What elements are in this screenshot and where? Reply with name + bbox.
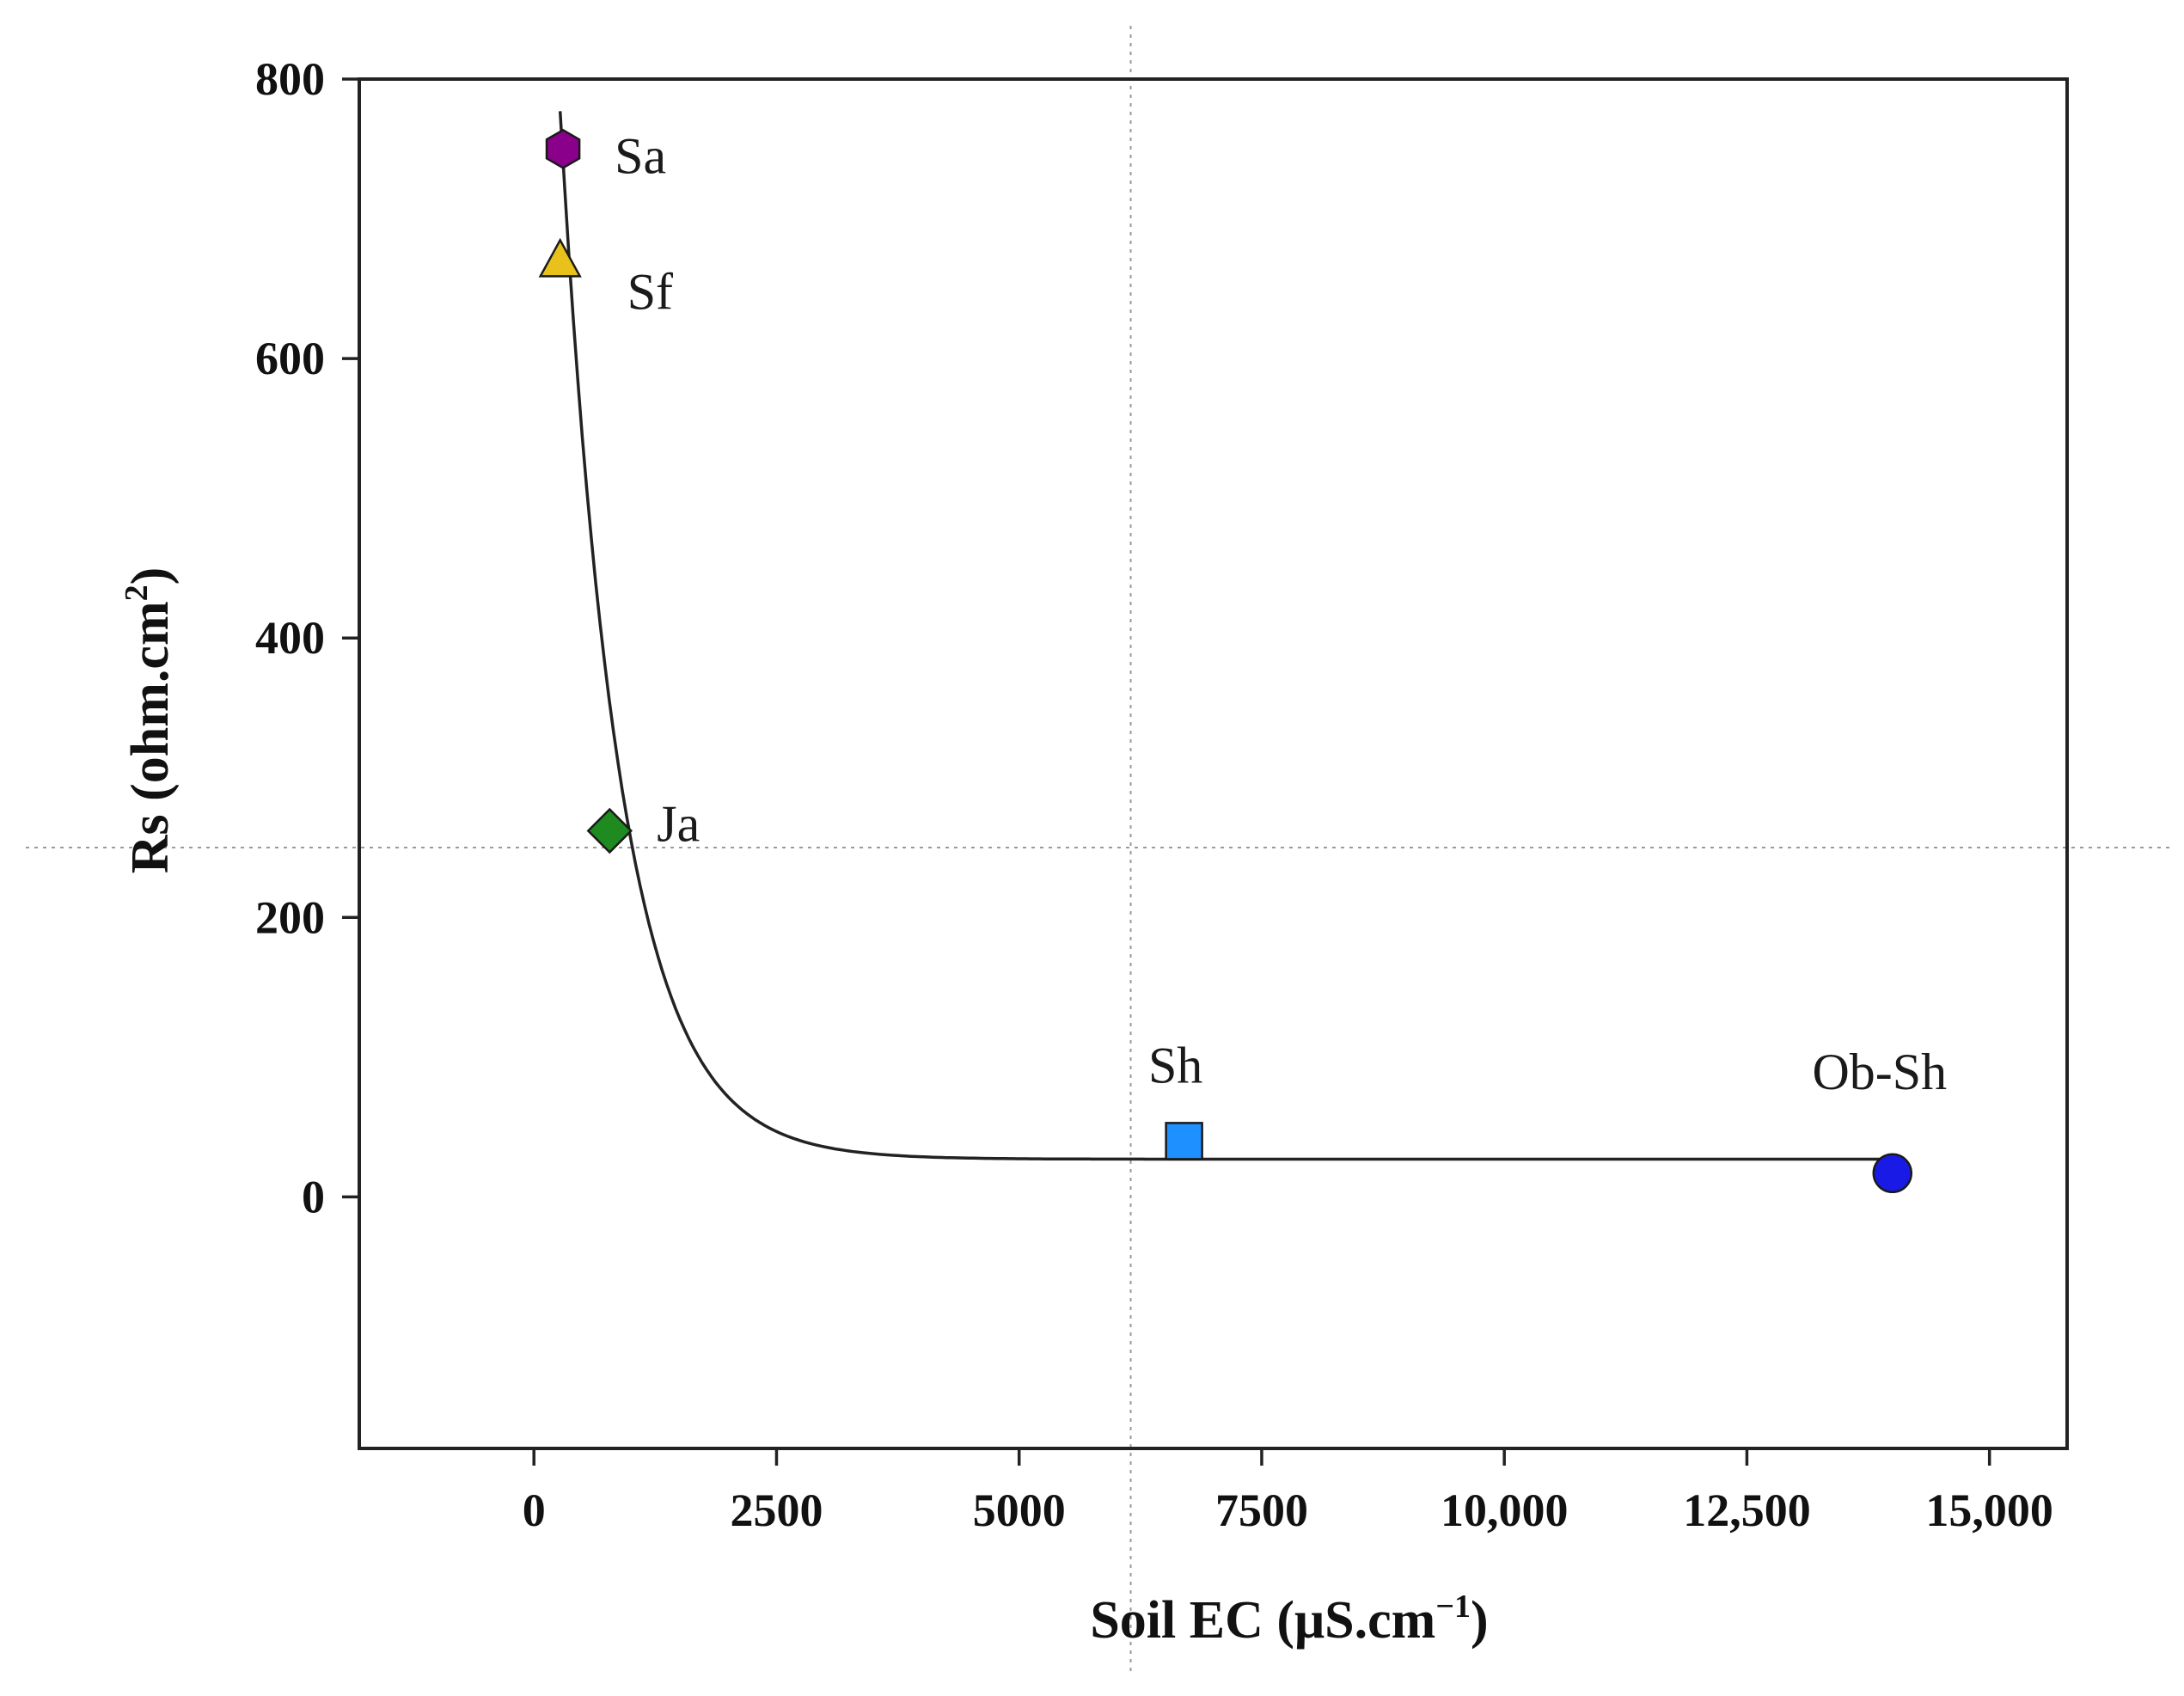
plot-frame [358, 77, 2069, 1450]
point-ob-sh-marker [1872, 1153, 1913, 1194]
x-axis-title-main: Soil EC (μS.cm [1090, 1591, 1435, 1650]
point-ja-marker [586, 807, 633, 854]
x-tick-label: 10,000 [1441, 1485, 1569, 1536]
y-axis-title-sup: 2 [119, 585, 155, 601]
y-axis-title: Rs (ohm.cm2) [119, 567, 180, 874]
x-axis-title-close: ) [1471, 1591, 1489, 1650]
x-tick-label: 7500 [1215, 1485, 1308, 1536]
y-tick-label: 0 [302, 1171, 325, 1222]
x-axis-title-sup: −1 [1435, 1589, 1471, 1625]
axis-ticks: 0 2500 5000 7500 10,000 12,500 15,000 0 200 400 60… [255, 53, 2053, 1536]
y-axis-title-main: Rs (ohm.cm [121, 601, 180, 873]
data-points [538, 128, 1913, 1194]
point-sh-marker [1165, 1122, 1203, 1160]
point-labels: Sa Sf Ja Sh Ob-Sh [615, 127, 1947, 1099]
y-tick-label: 600 [255, 333, 325, 384]
fit-curve [558, 111, 1893, 1161]
point-ob-sh-label: Ob-Sh [1812, 1044, 1947, 1100]
point-ja-label: Ja [657, 796, 700, 853]
x-tick-label: 15,000 [1925, 1485, 2053, 1536]
point-sa-label: Sa [615, 127, 666, 184]
x-tick-label: 5000 [973, 1485, 1066, 1536]
x-tick-label: 0 [523, 1485, 546, 1536]
y-tick-label: 800 [255, 53, 325, 105]
point-sf-marker [538, 237, 582, 278]
point-sh-label: Sh [1148, 1037, 1202, 1093]
x-tick-label: 2500 [730, 1485, 823, 1536]
y-tick-label: 400 [255, 612, 325, 664]
point-sf-label: Sf [627, 263, 673, 320]
point-sa-marker [545, 128, 581, 169]
crosshair-lines [26, 26, 2175, 1672]
x-tick-label: 12,500 [1683, 1485, 1811, 1536]
x-axis-title: Soil EC (μS.cm−1) [1090, 1589, 1488, 1650]
y-tick-label: 200 [255, 891, 325, 943]
y-axis-title-close: ) [121, 567, 180, 585]
